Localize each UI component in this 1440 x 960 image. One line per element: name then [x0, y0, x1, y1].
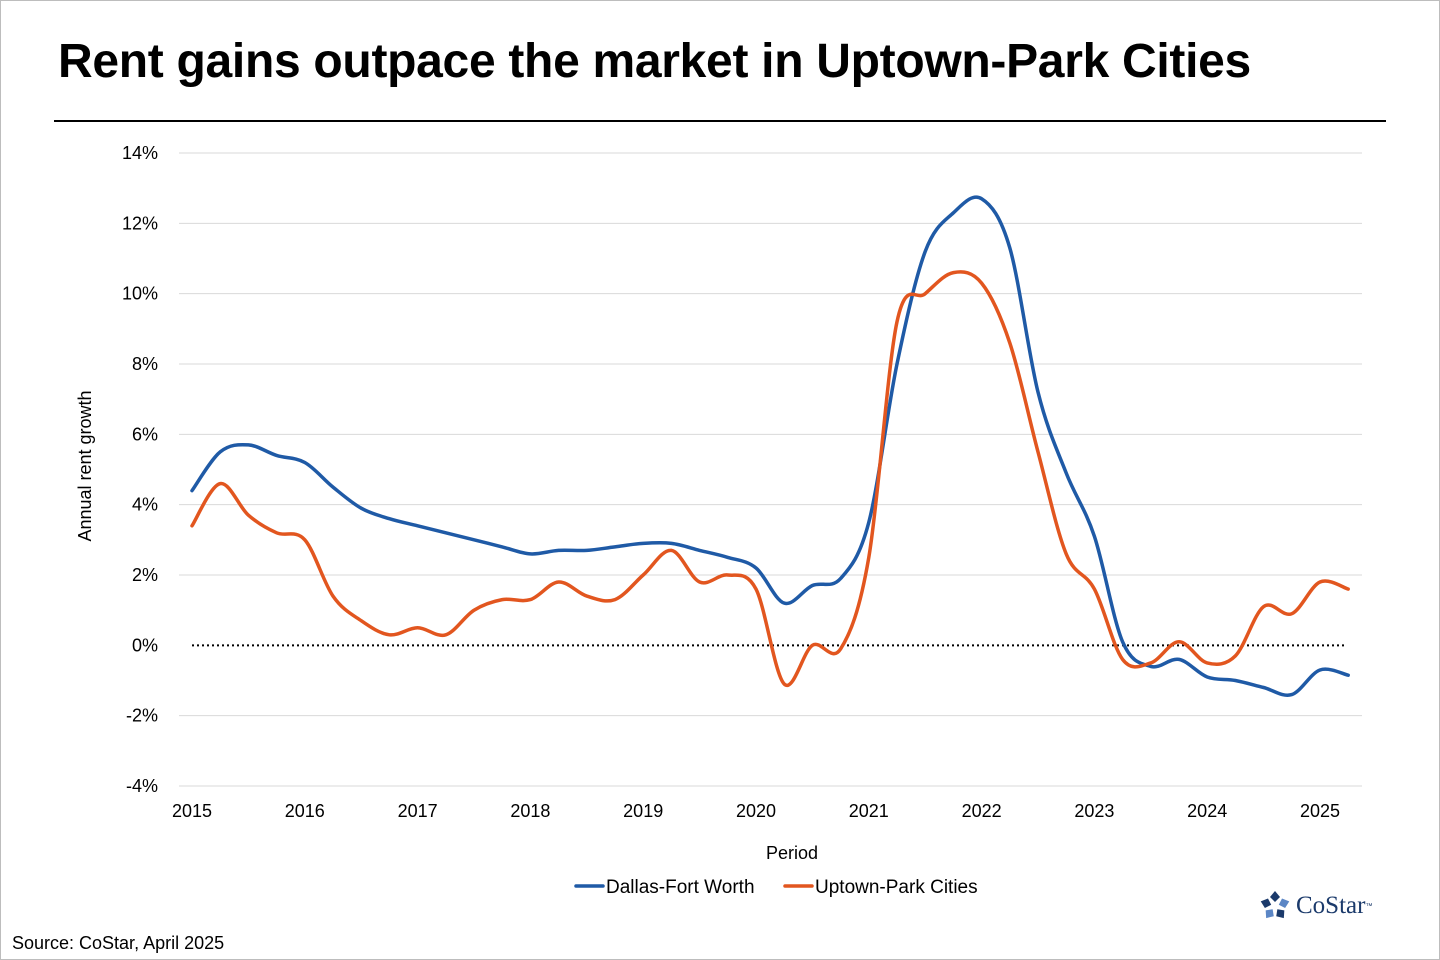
- y-tick-label: 14%: [122, 143, 158, 163]
- y-tick-label: 6%: [132, 424, 158, 444]
- y-tick-label: 10%: [122, 284, 158, 304]
- title-rule: [54, 120, 1386, 122]
- gridlines: [179, 152, 1362, 717]
- x-tick-label: 2016: [285, 801, 325, 821]
- source-note: Source: CoStar, April 2025: [12, 933, 225, 953]
- y-tick-label: -4%: [126, 776, 158, 796]
- logo-wordmark: CoStar: [1296, 892, 1366, 919]
- y-tick-label: 4%: [132, 495, 158, 515]
- legend-label: Dallas-Fort Worth: [606, 877, 755, 898]
- x-axis-label: Period: [766, 843, 818, 863]
- x-tick-label: 2017: [398, 801, 438, 821]
- y-axis-label: Annual rent growth: [75, 390, 95, 541]
- x-tick-label: 2022: [962, 801, 1002, 821]
- y-tick-label: 8%: [132, 354, 158, 374]
- y-tick-labels: 14% 12% 10% 8% 6% 4% 2% 0% -2% -4%: [122, 143, 158, 796]
- x-tick-label: 2024: [1187, 801, 1227, 821]
- costar-logo: CoStar ™: [1259, 890, 1372, 922]
- y-tick-label: -2%: [126, 706, 158, 726]
- costar-star-logo-icon: [1260, 891, 1290, 919]
- series-line-dallas-fort-worth: [190, 195, 1350, 697]
- x-tick-label: 2015: [172, 801, 212, 821]
- x-tick-labels: 2015 2016 2017 2018 2019 2020 2021 2022 2023 2024…: [172, 801, 1340, 821]
- x-tick-label: 2025: [1300, 801, 1340, 821]
- y-tick-label: 12%: [122, 213, 158, 233]
- x-tick-label: 2023: [1074, 801, 1114, 821]
- logo-trademark: ™: [1365, 902, 1373, 910]
- chart-title: Rent gains outpace the market in Uptown-…: [58, 35, 1251, 88]
- x-tick-label: 2018: [510, 801, 550, 821]
- series-lines: [190, 195, 1350, 697]
- series-line-uptown-park-cities: [190, 270, 1350, 688]
- y-tick-label: 0%: [132, 635, 158, 655]
- legend-label: Uptown-Park Cities: [815, 877, 978, 898]
- x-tick-label: 2019: [623, 801, 663, 821]
- y-tick-label: 2%: [132, 565, 158, 585]
- legend: Dallas-Fort Worth Uptown-Park Cities: [574, 877, 978, 898]
- x-tick-label: 2021: [849, 801, 889, 821]
- x-tick-label: 2020: [736, 801, 776, 821]
